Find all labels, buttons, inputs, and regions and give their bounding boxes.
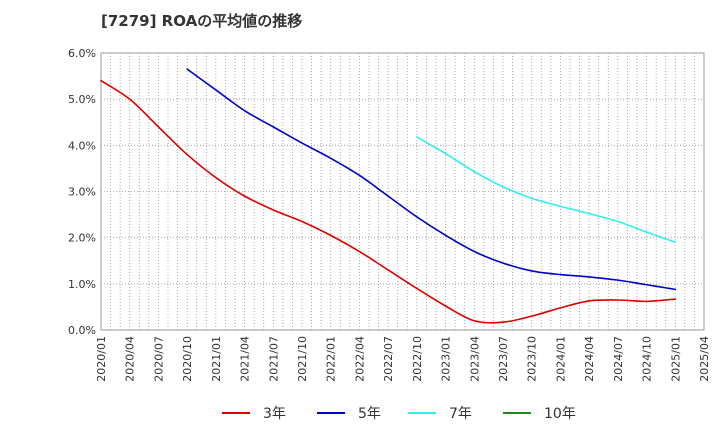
y-tick-label: 4.0% (68, 139, 96, 152)
legend-label: 10年 (544, 406, 576, 422)
x-tick-label: 2021/10 (296, 336, 309, 382)
x-tick-label: 2021/01 (210, 336, 223, 382)
x-tick-label: 2025/04 (698, 336, 711, 382)
plot-area (100, 52, 705, 331)
x-tick-label: 2024/01 (554, 336, 567, 382)
y-tick-label: 5.0% (68, 93, 96, 106)
x-tick-label: 2023/01 (440, 336, 453, 382)
series-line-2 (186, 68, 677, 291)
legend-label: 7年 (449, 406, 472, 422)
x-tick-label: 2020/10 (181, 336, 194, 382)
x-tick-label: 2020/07 (152, 336, 165, 382)
x-tick-label: 2024/10 (641, 336, 654, 382)
y-tick-label: 3.0% (68, 186, 96, 199)
x-tick-label: 2021/07 (267, 336, 280, 382)
x-tick-label: 2021/04 (239, 336, 252, 382)
y-tick-label: 1.0% (68, 278, 96, 291)
x-tick-label: 2025/01 (669, 336, 682, 382)
chart-title: [7279] ROAの平均値の推移 (101, 12, 303, 30)
legend-label: 3年 (263, 406, 286, 422)
y-tick-label: 6.0% (68, 47, 96, 60)
series-line-1 (100, 79, 677, 324)
x-tick-label: 2024/07 (612, 336, 625, 382)
x-tick-label: 2022/07 (382, 336, 395, 382)
x-tick-label: 2023/04 (468, 336, 481, 382)
x-tick-label: 2023/07 (497, 336, 510, 382)
x-tick-label: 2020/01 (95, 336, 108, 382)
x-tick-label: 2023/10 (526, 336, 539, 382)
y-tick-label: 2.0% (68, 232, 96, 245)
legend-label: 5年 (358, 406, 381, 422)
x-tick-label: 2020/04 (124, 336, 137, 382)
x-tick-label: 2022/01 (325, 336, 338, 382)
x-tick-label: 2022/10 (411, 336, 424, 382)
x-tick-label: 2024/04 (583, 336, 596, 382)
y-tick-label: 0.0% (68, 324, 96, 337)
x-tick-label: 2022/04 (353, 336, 366, 382)
series-line-3 (416, 136, 677, 244)
